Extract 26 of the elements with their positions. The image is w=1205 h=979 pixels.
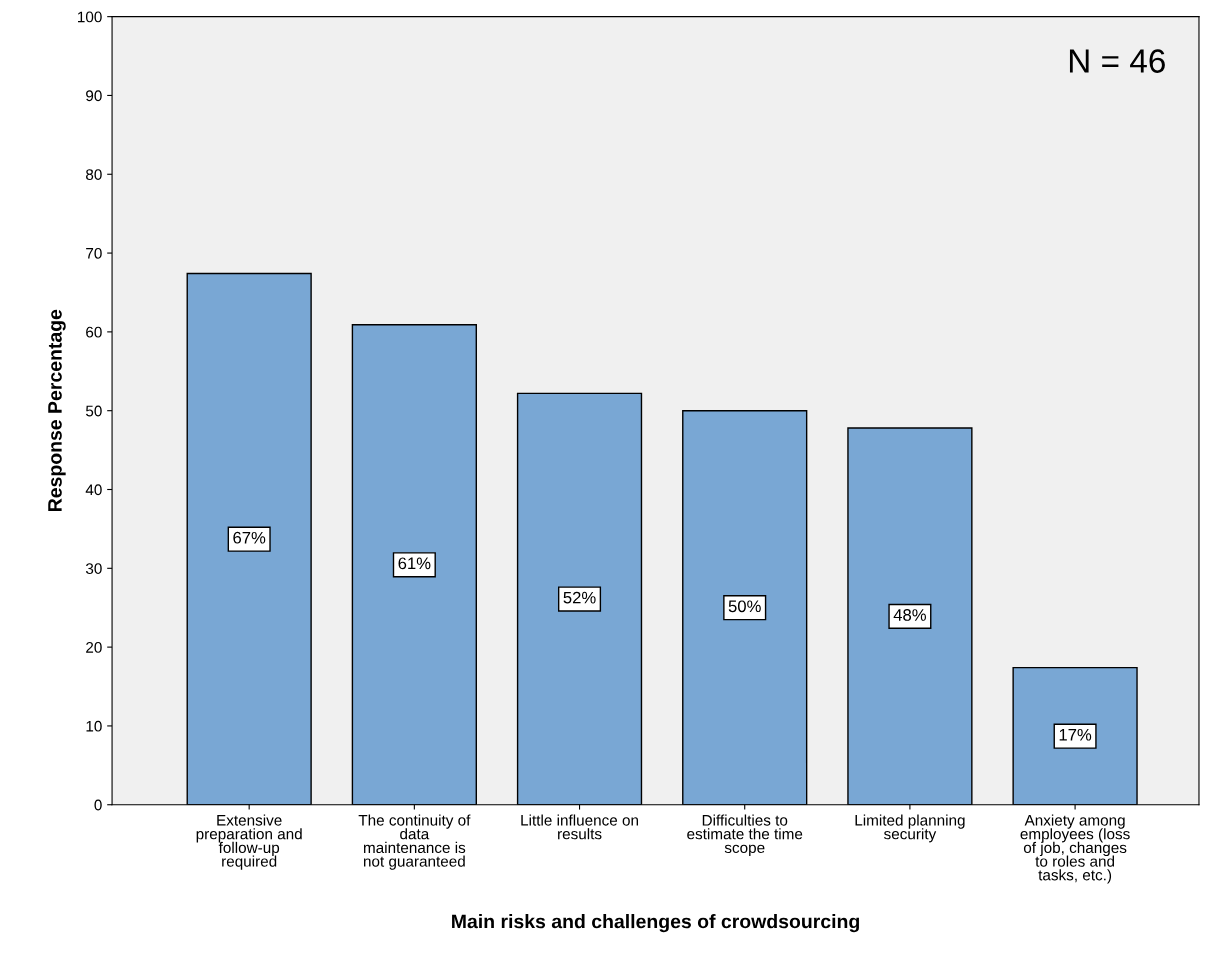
y-tick-label: 100 — [78, 11, 102, 23]
x-tick-label: Anxiety among employees (loss of job, changes to roles and tasks, etc.) — [1020, 814, 1130, 884]
y-tick-label: 10 — [86, 720, 102, 732]
y-axis-title: Response Percentage — [48, 309, 66, 511]
x-tick-label: Extensive preparation and follow-up required — [196, 814, 302, 870]
y-tick-label: 90 — [86, 90, 102, 102]
y-tick-label: 30 — [85, 563, 102, 574]
y-tick-label: 40 — [85, 484, 102, 496]
x-tick-label: Difficulties to estimate the time scope — [687, 814, 803, 857]
x-tick-label: The continuity of data maintenance is not guaranteed — [358, 814, 471, 870]
data-label: 50% — [728, 600, 761, 613]
x-tick-label: Little influence on results — [521, 814, 638, 840]
data-label: 61% — [398, 557, 431, 570]
data-label: 52% — [563, 591, 596, 604]
x-axis-title: Main risks and challenges of crowdsourcing — [452, 914, 859, 933]
y-tick-label: 60 — [86, 326, 102, 338]
data-label: 17% — [1059, 728, 1092, 741]
x-tick-label: Limited planning security — [855, 814, 965, 843]
annotation: N = 46 — [1069, 49, 1165, 73]
y-tick-label: 70 — [86, 247, 102, 259]
y-tick-label: 50 — [85, 405, 102, 417]
y-tick-label: 20 — [86, 641, 102, 653]
data-label: 67% — [233, 531, 266, 544]
data-label: 48% — [893, 609, 926, 621]
y-tick-label: 80 — [86, 169, 102, 180]
y-tick-label: 0 — [94, 799, 102, 811]
